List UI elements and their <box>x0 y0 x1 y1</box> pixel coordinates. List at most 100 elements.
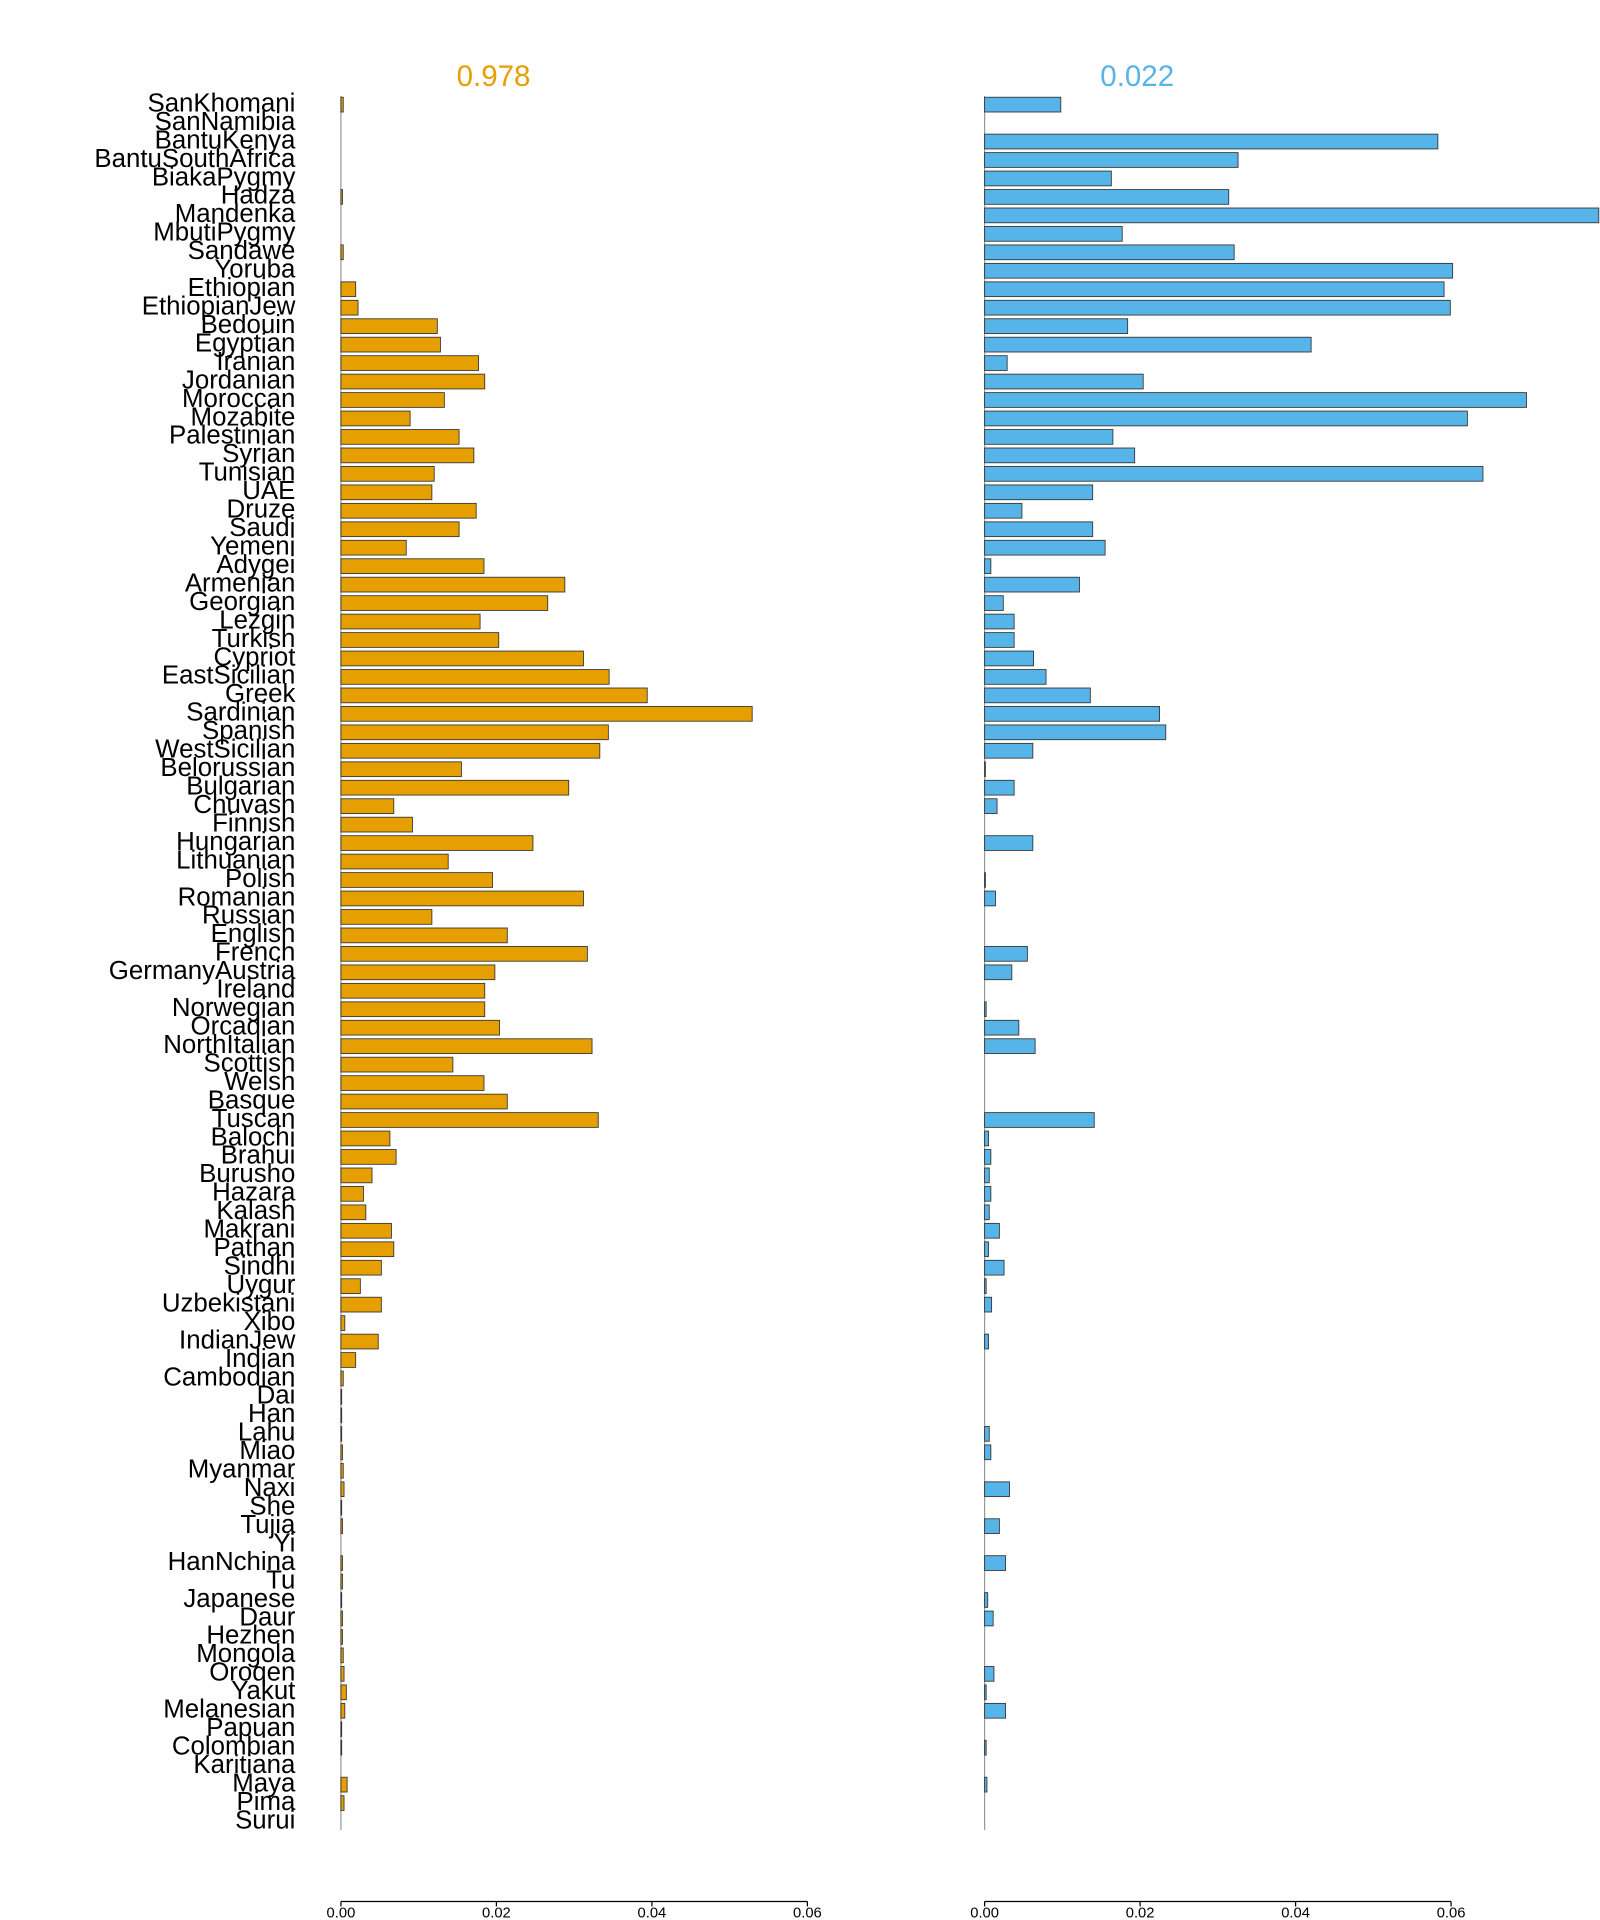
bar <box>340 595 549 611</box>
bar <box>340 1093 508 1110</box>
bar <box>340 1259 382 1276</box>
bar <box>340 964 496 981</box>
bar <box>340 890 584 907</box>
category-label: Karitiana <box>193 1751 296 1779</box>
bar <box>984 133 1439 150</box>
bar <box>340 1444 343 1461</box>
bar <box>340 853 449 870</box>
category-label: Palestinian <box>169 422 295 450</box>
category-label: WestSicilian <box>155 736 295 764</box>
category-label: Lahu <box>238 1419 295 1447</box>
category-label: Chuvash <box>193 791 295 819</box>
category-label: Yemeni <box>210 533 295 561</box>
category-label: Colombian <box>172 1733 295 1761</box>
category-label: Orcadian <box>191 1013 296 1041</box>
category-label: Yakut <box>231 1677 295 1705</box>
category-label: Pima <box>237 1788 296 1816</box>
bar <box>340 429 460 445</box>
bar <box>340 410 411 427</box>
bar <box>984 742 1034 759</box>
category-label: HanNchina <box>168 1548 296 1576</box>
bar <box>984 1592 989 1608</box>
bar <box>984 872 986 888</box>
bar <box>340 299 359 316</box>
category-label: NorthItalian <box>163 1031 295 1059</box>
bar <box>984 890 996 907</box>
category-label: GermanyAustria <box>109 957 296 985</box>
bar <box>984 521 1094 538</box>
bar <box>340 558 485 574</box>
bar <box>340 779 570 796</box>
bar <box>984 502 1023 519</box>
bar <box>340 1222 392 1239</box>
bar <box>340 1296 382 1313</box>
category-label: Finnish <box>212 809 295 837</box>
bar <box>984 355 1008 371</box>
bar <box>984 429 1114 445</box>
bar <box>340 1389 343 1405</box>
bar <box>340 1462 344 1479</box>
bar <box>340 281 357 298</box>
bar <box>984 632 1015 648</box>
bar <box>340 1130 391 1147</box>
category-label: Bedouin <box>201 311 296 339</box>
panel-title: 0.978 <box>457 60 531 93</box>
category-label: Melanesian <box>163 1696 295 1724</box>
category-label: UAE <box>242 477 295 505</box>
category-label: Sindhi <box>224 1253 296 1281</box>
bar <box>984 1112 1095 1128</box>
bar <box>340 1241 395 1258</box>
category-label: Balochi <box>211 1123 296 1151</box>
category-label: Turkish <box>212 625 296 653</box>
category-label: Miao <box>239 1437 295 1465</box>
bar <box>984 650 1035 667</box>
category-label: Hungarian <box>176 828 295 856</box>
bar <box>340 1499 343 1516</box>
bar <box>340 706 753 722</box>
category-label: Polish <box>225 865 295 893</box>
bar <box>984 558 992 574</box>
bar <box>340 650 584 667</box>
bar <box>984 1130 989 1147</box>
bar <box>984 226 1123 242</box>
category-label: Tunisian <box>199 459 296 487</box>
bar <box>984 410 1468 427</box>
category-label: Oroqen <box>209 1659 295 1687</box>
bar <box>340 1666 345 1682</box>
x-tick-label: 0.04 <box>638 1906 667 1920</box>
bar <box>984 1259 1005 1276</box>
category-label: BantuSouthAfrica <box>94 145 296 173</box>
bar <box>984 373 1144 390</box>
bar <box>340 1592 343 1608</box>
bar <box>984 281 1445 298</box>
bar <box>340 1204 367 1221</box>
panel-title: 0.022 <box>1100 60 1174 93</box>
bar <box>984 761 986 778</box>
bar <box>984 1167 990 1184</box>
bar <box>984 1019 1020 1036</box>
bar <box>340 1426 343 1442</box>
bar <box>984 1444 992 1461</box>
category-label: Papuan <box>206 1714 295 1742</box>
bar <box>340 484 433 501</box>
bar <box>984 1278 987 1294</box>
bar <box>340 1518 343 1534</box>
category-label: Norwegian <box>172 994 295 1022</box>
bar <box>340 392 445 408</box>
category-label: Iranian <box>216 348 295 376</box>
bar <box>984 1038 1036 1054</box>
bar <box>984 1555 1007 1571</box>
bar <box>984 1702 1007 1719</box>
bar <box>340 1333 379 1350</box>
category-label: Brahui <box>221 1142 296 1170</box>
category-label: SanNamibia <box>155 108 296 136</box>
bar <box>984 687 1091 704</box>
category-label: EthiopianJew <box>142 293 296 321</box>
category-label: Daur <box>239 1603 295 1631</box>
bar <box>340 1278 361 1294</box>
category-label: Naxi <box>244 1474 296 1502</box>
bar <box>340 946 588 962</box>
bar <box>984 466 1484 482</box>
bar <box>984 1001 987 1018</box>
